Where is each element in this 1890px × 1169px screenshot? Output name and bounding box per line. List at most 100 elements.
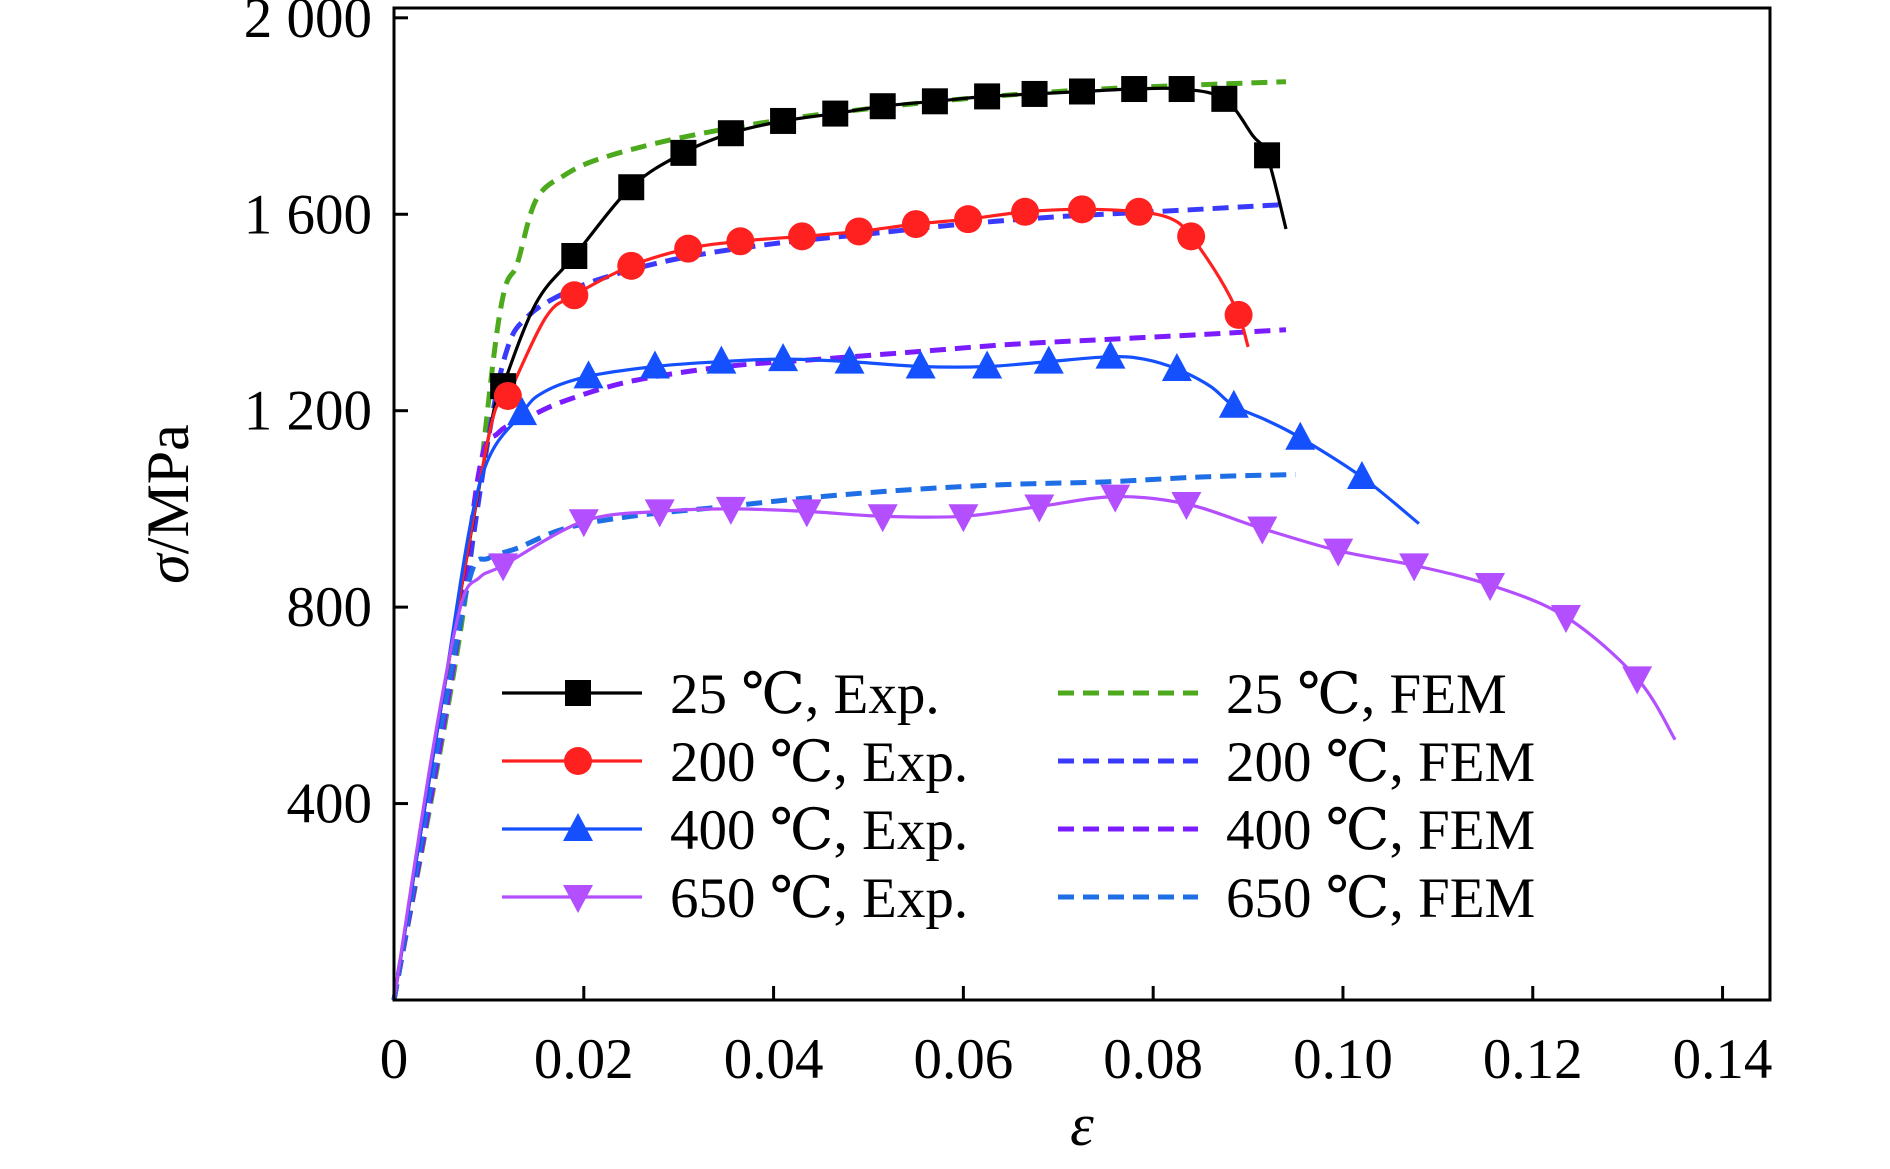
legend-label: 25 ℃, FEM [1226, 663, 1507, 726]
legend-item-400-fem: 400 ℃, FEM [1058, 799, 1535, 862]
data-point-400-exp [1033, 345, 1064, 374]
legend-item-650-fem: 650 ℃, FEM [1058, 867, 1535, 930]
data-point-400-exp [972, 350, 1003, 379]
marker-layer [488, 76, 1653, 695]
data-point-25-exp [1168, 76, 1195, 103]
data-point-650-exp [1171, 492, 1202, 520]
data-point-200-exp [1124, 197, 1153, 226]
data-point-25-exp [921, 88, 948, 115]
series-line-25-fem [391, 79, 1287, 1001]
legend: 25 ℃, Exp.200 ℃, Exp.400 ℃, Exp.650 ℃, E… [502, 663, 1535, 930]
data-point-650-exp [1475, 573, 1506, 602]
data-point-650-exp [1323, 538, 1354, 567]
legend-item-25-exp: 25 ℃, Exp. [502, 663, 940, 726]
y-axis-unit: /MPa [135, 424, 201, 554]
data-point-650-exp [948, 504, 979, 533]
data-point-200-exp [1011, 197, 1040, 226]
data-point-650-exp [644, 499, 675, 528]
data-point-200-exp [1177, 222, 1206, 251]
data-point-650-exp [1024, 494, 1055, 523]
x-tick-label: 0.02 [534, 1028, 634, 1091]
legend-item-400-exp: 400 ℃, Exp. [502, 799, 968, 862]
data-point-650-exp [488, 553, 519, 582]
data-point-400-exp [706, 345, 737, 374]
x-tick-label: 0.10 [1293, 1028, 1393, 1091]
data-point-25-exp [1021, 80, 1048, 107]
y-tick-label: 1 200 [244, 380, 372, 443]
y-tick-label: 400 [287, 773, 373, 836]
data-point-25-exp [670, 139, 697, 166]
y-axis-symbol: σ [135, 552, 201, 584]
x-tick-label: 0 [380, 1028, 409, 1091]
data-point-25-exp [717, 120, 744, 147]
plot-frame [392, 6, 1772, 1002]
data-point-400-exp [905, 350, 936, 379]
legend-label: 200 ℃, Exp. [670, 731, 968, 794]
legend-label: 400 ℃, FEM [1226, 799, 1535, 862]
data-point-650-exp [715, 496, 746, 525]
data-point-400-exp [1095, 340, 1126, 369]
data-point-25-exp [974, 83, 1001, 110]
data-point-25-exp [1254, 142, 1281, 169]
series-line-200-fem [391, 201, 1287, 1001]
data-point-25-exp [770, 107, 797, 134]
data-point-200-exp [901, 210, 930, 239]
legend-item-200-fem: 200 ℃, FEM [1058, 731, 1535, 794]
data-point-200-exp [844, 217, 873, 246]
data-point-200-exp [1224, 300, 1253, 329]
x-tick-label: 0.08 [1103, 1028, 1203, 1091]
data-point-25-exp [1069, 78, 1095, 105]
data-point-400-exp [1285, 421, 1316, 450]
data-point-200-exp [493, 381, 522, 410]
data-point-200-exp [560, 281, 589, 310]
legend-marker [563, 813, 593, 841]
data-point-200-exp [1068, 195, 1096, 224]
data-point-200-exp [674, 234, 703, 263]
data-point-400-exp [639, 350, 670, 379]
y-tick-label: 2 000 [244, 0, 372, 50]
data-point-650-exp [1399, 553, 1430, 582]
series-line-650-exp [392, 494, 1677, 1001]
legend-item-650-exp: 650 ℃, Exp. [502, 867, 968, 930]
x-tick-label: 0.14 [1673, 1028, 1773, 1091]
data-point-400-exp [507, 397, 538, 426]
y-axis-title: σ/MPa [135, 424, 201, 584]
tick-layer: 0 0.02 0.04 0.06 0.08 0.10 0.12 0.14 400 800 1 200… [244, 0, 1773, 1091]
data-point-650-exp [1247, 516, 1278, 545]
data-point-200-exp [954, 205, 983, 234]
y-tick-label: 1 600 [244, 183, 372, 246]
x-tick-label: 0.04 [724, 1028, 824, 1091]
legend-label: 650 ℃, FEM [1226, 867, 1535, 930]
legend-label: 25 ℃, Exp. [670, 663, 940, 726]
data-point-200-exp [617, 251, 646, 280]
legend-item-25-fem: 25 ℃, FEM [1058, 663, 1507, 726]
legend-marker [564, 747, 592, 775]
legend-marker [565, 680, 591, 706]
data-point-25-exp [618, 174, 645, 201]
data-point-650-exp [1100, 484, 1131, 513]
data-point-400-exp [834, 345, 865, 374]
data-point-650-exp [1622, 666, 1653, 695]
data-point-650-exp [791, 499, 822, 528]
data-point-400-exp [768, 343, 799, 372]
data-point-25-exp [822, 100, 849, 127]
y-tick-label: 800 [287, 576, 373, 639]
data-point-200-exp [788, 222, 817, 251]
data-point-400-exp [1346, 460, 1377, 489]
data-point-200-exp [726, 227, 755, 256]
legend-label: 400 ℃, Exp. [670, 799, 968, 862]
data-point-650-exp [867, 504, 898, 533]
x-tick-label: 0.12 [1483, 1028, 1583, 1091]
data-point-650-exp [568, 509, 599, 538]
data-point-400-exp [1218, 389, 1249, 418]
data-point-25-exp [1121, 76, 1148, 103]
data-point-25-exp [1211, 85, 1238, 112]
data-point-650-exp [1550, 604, 1581, 633]
legend-label: 650 ℃, Exp. [670, 867, 968, 930]
x-tick-label: 0.06 [914, 1028, 1014, 1091]
legend-item-200-exp: 200 ℃, Exp. [502, 731, 968, 794]
data-point-400-exp [573, 360, 604, 389]
data-point-400-exp [1161, 352, 1192, 381]
data-point-25-exp [869, 93, 896, 120]
